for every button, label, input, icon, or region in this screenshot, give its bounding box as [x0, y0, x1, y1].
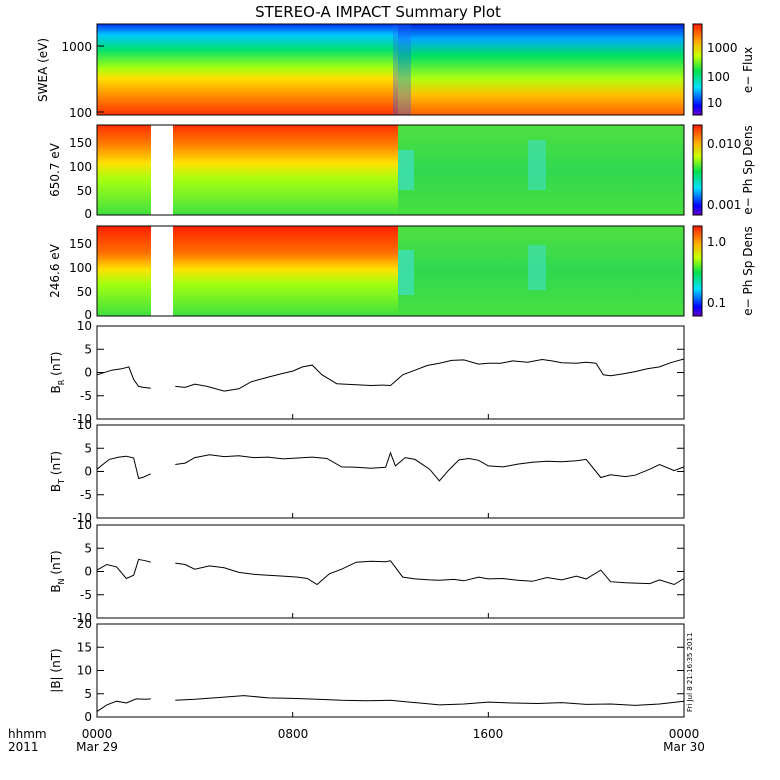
axis-year-label: 2011: [8, 740, 39, 754]
pad650-ylabel: 650.7 eV: [48, 142, 62, 197]
bmag-ylabel: |B| (nT): [49, 648, 63, 692]
bn-series-line: [96, 558, 151, 580]
br-ytick-label: 5: [84, 342, 92, 356]
pad650-map-left: [97, 125, 398, 215]
pad246-frame: [96, 225, 685, 317]
bmag-ytick-label: 20: [77, 617, 92, 631]
pad246-cyan-patch: [398, 250, 414, 295]
pad246-ytick-label: 50: [77, 285, 92, 299]
bmag-series-line: [96, 698, 151, 712]
swea-cbar-label: e− Flux: [741, 47, 755, 93]
x-date-label: Mar 29: [76, 740, 118, 754]
bmag-ytick-label: 0: [84, 710, 92, 724]
bn-ytick-label: -5: [80, 588, 92, 602]
bt-series-line: [96, 455, 152, 480]
swea-spectrogram-right: [398, 24, 684, 115]
swea-cbar-tick: 100: [707, 70, 730, 84]
pad650-cyan-patch: [398, 150, 414, 190]
bmag-series-line: [175, 695, 685, 706]
line-panels: 10 5 0 -5 -10 BR (nT) 10 5 0 -5 -10 BT (nT) 10 5 0 -5 -1…: [49, 319, 685, 724]
br-ytick-label: 0: [84, 366, 92, 380]
pad246-ytick-label: 150: [69, 237, 92, 251]
bt-panel: 10 5 0 -5 -10 BT (nT): [49, 418, 685, 525]
swea-ytick-label: 1000: [61, 40, 92, 54]
bn-frame: [96, 524, 685, 619]
br-ytick-label: 10: [77, 319, 92, 333]
bmag-panel: 20 15 10 5 0 |B| (nT): [49, 617, 685, 724]
swea-ylabel: SWEA (eV): [36, 38, 50, 102]
bn-ytick-label: 10: [77, 518, 92, 532]
bmag-ytick-label: 5: [84, 687, 92, 701]
pad246-data-gap: [151, 226, 173, 316]
bt-ytick-label: -10: [72, 511, 92, 525]
br-series-line: [96, 366, 151, 389]
figure-title: STEREO-A IMPACT Summary Plot: [255, 3, 501, 21]
pad650-colorbar: [692, 124, 703, 216]
bt-ytick-label: -5: [80, 488, 92, 502]
pad246-colorbar: [692, 225, 703, 317]
bn-ylabel: BN (nT): [49, 550, 66, 592]
pad650-ytick-label: 100: [69, 160, 92, 174]
time-axis: hhmm 2011 0000 0800 1600 0000 Mar 29 Mar…: [8, 633, 705, 754]
x-tick-label: 0000: [669, 727, 700, 741]
bt-ytick-label: 0: [84, 465, 92, 479]
bmag-frame: [96, 623, 685, 718]
swea-cbar-tick: 10: [707, 96, 722, 110]
br-frame: [96, 325, 685, 420]
axis-format-label: hhmm: [8, 727, 47, 741]
bn-ytick-label: 5: [84, 541, 92, 555]
swea-colorbar: [692, 23, 703, 116]
bn-ytick-label: 0: [84, 565, 92, 579]
x-tick-label: 0000: [82, 727, 113, 741]
swea-flux-drop: [393, 24, 411, 115]
pad650-cbar-tick: 0.001: [707, 198, 741, 212]
pad650-cbar-label: e− Ph Sp Dens: [741, 125, 755, 214]
x-tick-label: 1600: [473, 727, 504, 741]
pad246-cyan-patch: [528, 245, 546, 290]
bn-series-line: [175, 560, 685, 586]
pad650-panel: 650.7 eV 150 100 50 0 0.010 0.001 e− Ph …: [48, 124, 755, 221]
swea-panel: SWEA (eV) 1000 100 1000 100 10 e− Flux: [36, 23, 755, 120]
pad650-frame: [96, 124, 685, 216]
bmag-ytick-label: 10: [77, 664, 92, 678]
br-panel: 10 5 0 -5 -10 BR (nT): [49, 319, 685, 426]
pad650-data-gap: [151, 125, 173, 215]
pad246-panel: 246.6 eV 150 100 50 0 1.0 0.1 e− Ph Sp D…: [48, 225, 755, 322]
pad246-cbar-label: e− Ph Sp Dens: [741, 226, 755, 315]
swea-frame: [96, 23, 685, 116]
bmag-ytick-label: 15: [77, 640, 92, 654]
pad246-map-left: [97, 226, 398, 316]
swea-cbar-tick: 1000: [707, 41, 738, 55]
br-ylabel: BR (nT): [49, 352, 66, 394]
timestamp-label: Fri Jul 8 21:16:35 2011: [686, 633, 694, 712]
bt-ytick-label: 5: [84, 441, 92, 455]
bt-ylabel: BT (nT): [49, 451, 66, 492]
pad650-cyan-patch: [528, 140, 546, 190]
pad650-cbar-tick: 0.010: [707, 137, 741, 151]
bt-series-line: [175, 451, 685, 482]
x-date-label: Mar 30: [663, 740, 705, 754]
bn-panel: 10 5 0 -5 -10 BN (nT): [49, 518, 685, 625]
pad246-ytick-label: 100: [69, 261, 92, 275]
br-ytick-label: -5: [80, 389, 92, 403]
bt-ytick-label: 10: [77, 418, 92, 432]
bn-ytick-label: -10: [72, 611, 92, 625]
pad246-cbar-tick: 0.1: [707, 296, 726, 310]
pad650-ytick-label: 50: [77, 184, 92, 198]
pad650-yticks: 150 100 50 0: [69, 136, 92, 221]
swea-spectrogram-left: [97, 24, 398, 115]
pad650-ytick-label: 0: [84, 207, 92, 221]
pad650-ytick-label: 150: [69, 136, 92, 150]
x-tick-label: 0800: [278, 727, 309, 741]
pad246-ylabel: 246.6 eV: [48, 243, 62, 298]
pad246-ytick-label: 0: [84, 308, 92, 322]
br-ytick-label: -10: [72, 412, 92, 426]
pad246-cbar-tick: 1.0: [707, 235, 726, 249]
swea-ytick-label: 100: [69, 106, 92, 120]
br-series-line: [175, 358, 685, 392]
